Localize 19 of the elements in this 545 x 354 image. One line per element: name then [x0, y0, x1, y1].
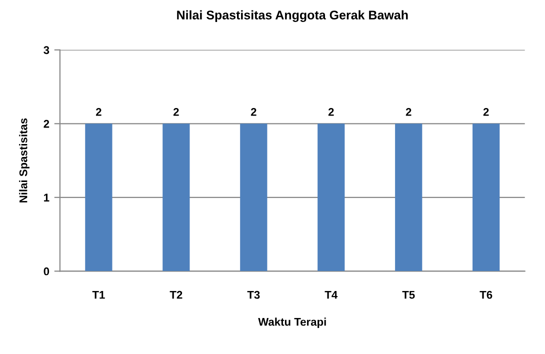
x-tick-label: T6: [480, 290, 492, 299]
y-axis-title: Nilai Spastisitas: [19, 118, 30, 202]
data-label: 2: [483, 108, 489, 116]
chart-title: Nilai Spastisitas Anggota Gerak Bawah: [177, 10, 408, 22]
x-tick-label: T1: [92, 291, 105, 299]
data-label: 2: [96, 108, 102, 116]
x-tick-label: T5: [402, 291, 415, 299]
x-tick-label: T3: [247, 290, 260, 299]
data-label: 2: [173, 108, 179, 116]
data-label: 2: [328, 108, 334, 116]
y-tick-label: 3: [44, 46, 50, 54]
y-tick-label: 0: [44, 267, 50, 276]
x-tick-label: T2: [170, 290, 182, 299]
x-axis-title: Waktu Terapi: [258, 318, 326, 328]
data-label: 2: [406, 108, 412, 116]
x-tick-label: T4: [324, 291, 338, 299]
y-tick-label: 1: [44, 194, 50, 202]
data-label: 2: [250, 108, 256, 116]
y-tick-label: 2: [44, 120, 50, 128]
